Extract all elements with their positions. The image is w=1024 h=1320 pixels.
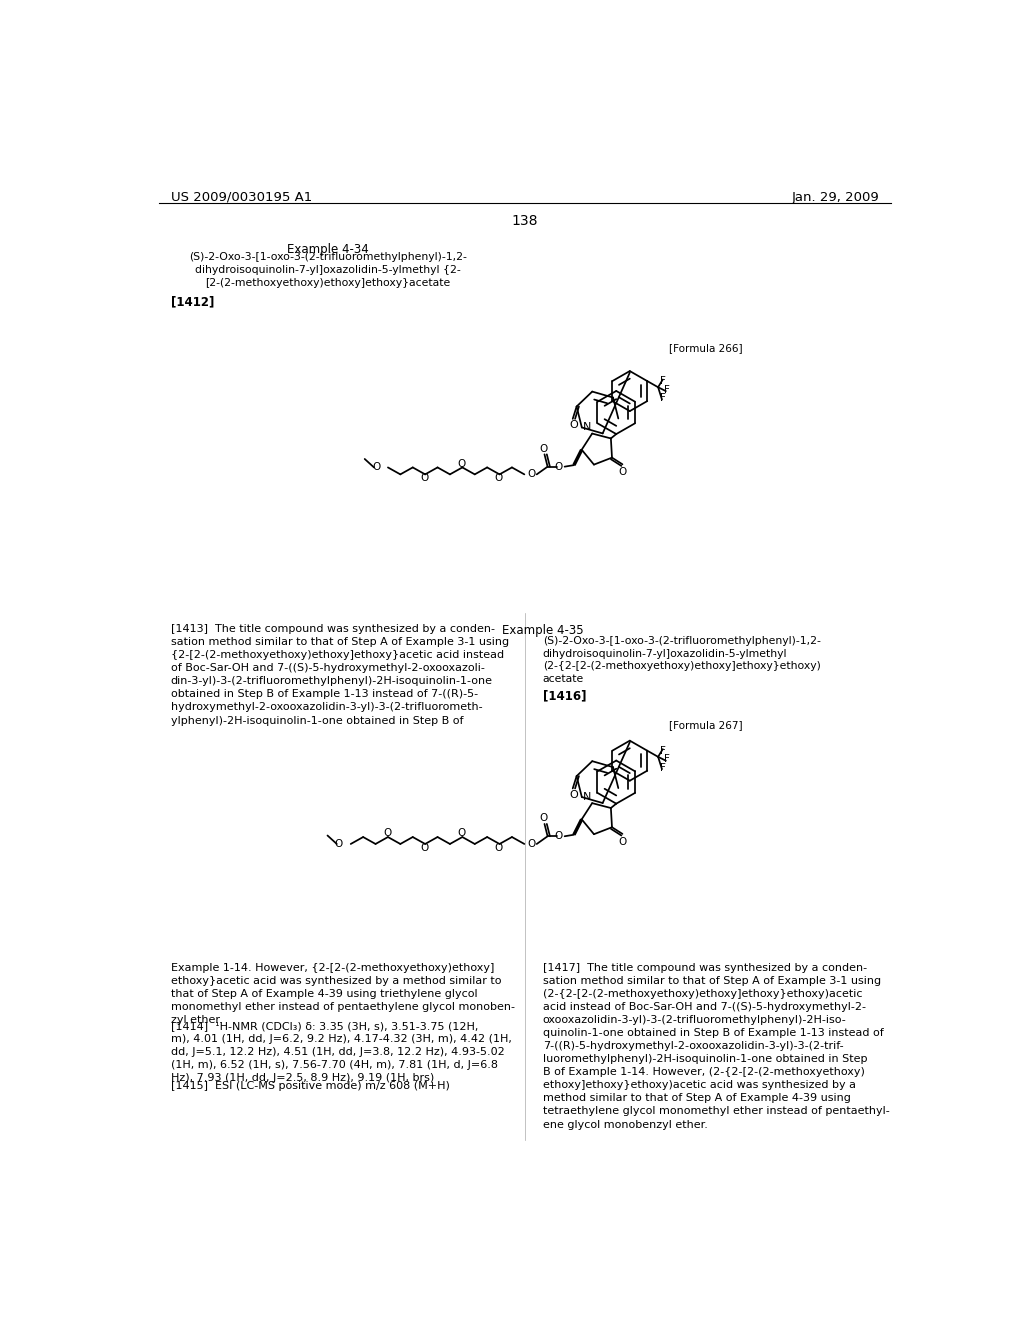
Text: (S)-2-Oxo-3-[1-oxo-3-(2-trifluoromethylphenyl)-1,2-
dihydroisoquinolin-7-yl]oxaz: (S)-2-Oxo-3-[1-oxo-3-(2-trifluoromethylp…	[189, 252, 467, 288]
Text: O: O	[540, 444, 548, 454]
Text: Jan. 29, 2009: Jan. 29, 2009	[792, 191, 879, 203]
Text: O: O	[540, 813, 548, 824]
Text: 138: 138	[512, 214, 538, 228]
Text: O: O	[495, 842, 503, 853]
Text: F: F	[659, 376, 666, 385]
Text: O: O	[335, 840, 343, 849]
Text: O: O	[420, 473, 428, 483]
Text: O: O	[569, 420, 578, 430]
Text: F: F	[659, 763, 666, 772]
Text: [1413]  The title compound was synthesized by a conden-
sation method similar to: [1413] The title compound was synthesize…	[171, 624, 509, 726]
Text: O: O	[372, 462, 380, 473]
Text: O: O	[495, 473, 503, 483]
Text: [Formula 266]: [Formula 266]	[669, 343, 742, 354]
Text: [1415]  ESI (LC-MS positive mode) m/z 608 (M+H): [1415] ESI (LC-MS positive mode) m/z 608…	[171, 1081, 450, 1090]
Text: F: F	[665, 754, 670, 764]
Text: Example 4-35: Example 4-35	[502, 624, 584, 638]
Text: O: O	[527, 840, 536, 849]
Text: [1412]: [1412]	[171, 296, 214, 309]
Text: O: O	[420, 842, 428, 853]
Text: O: O	[555, 832, 563, 841]
Text: Example 4-34: Example 4-34	[287, 243, 369, 256]
Text: (S)-2-Oxo-3-[1-oxo-3-(2-trifluoromethylphenyl)-1,2-
dihydroisoquinolin-7-yl]oxaz: (S)-2-Oxo-3-[1-oxo-3-(2-trifluoromethylp…	[543, 636, 820, 684]
Text: [1414]  ¹H-NMR (CDCl₃) δ: 3.35 (3H, s), 3.51-3.75 (12H,
m), 4.01 (1H, dd, J=6.2,: [1414] ¹H-NMR (CDCl₃) δ: 3.35 (3H, s), 3…	[171, 1020, 512, 1082]
Text: [Formula 267]: [Formula 267]	[669, 721, 742, 730]
Text: N: N	[584, 792, 592, 803]
Text: [1416]: [1416]	[543, 689, 586, 702]
Text: US 2009/0030195 A1: US 2009/0030195 A1	[171, 191, 312, 203]
Text: O: O	[458, 828, 466, 838]
Text: O: O	[555, 462, 563, 471]
Text: O: O	[383, 828, 391, 838]
Text: O: O	[569, 789, 578, 800]
Text: O: O	[458, 458, 466, 469]
Text: F: F	[659, 393, 666, 403]
Text: F: F	[665, 384, 670, 395]
Text: Example 1-14. However, {2-[2-(2-methoxyethoxy)ethoxy]
ethoxy}acetic acid was syn: Example 1-14. However, {2-[2-(2-methoxye…	[171, 964, 515, 1026]
Text: [1417]  The title compound was synthesized by a conden-
sation method similar to: [1417] The title compound was synthesize…	[543, 964, 890, 1130]
Text: F: F	[659, 746, 666, 755]
Text: O: O	[618, 837, 627, 847]
Text: O: O	[618, 467, 627, 478]
Text: O: O	[527, 470, 536, 479]
Text: N: N	[584, 422, 592, 433]
